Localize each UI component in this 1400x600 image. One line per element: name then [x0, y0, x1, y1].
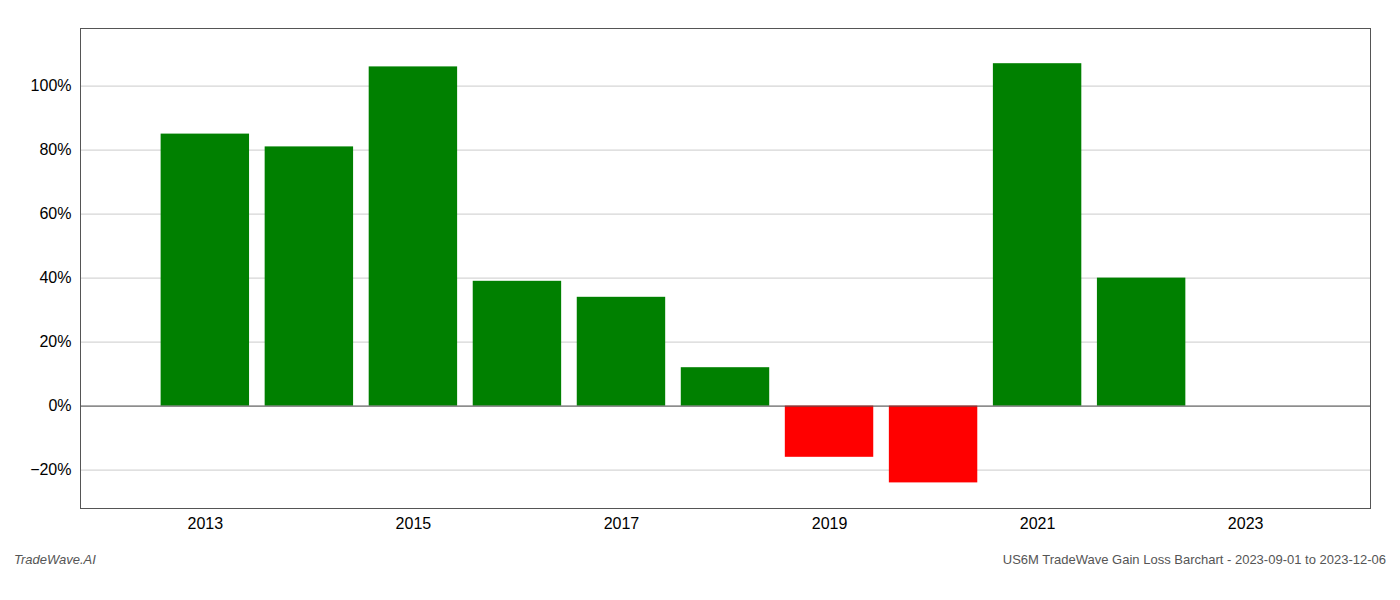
- svg-text:2023: 2023: [1228, 515, 1264, 532]
- svg-text:60%: 60%: [39, 205, 71, 222]
- html-text:US6M TradeWave Gain Loss Barch: US6M TradeWave Gain Loss Barchart - 2023…: [1002, 552, 1386, 567]
- svg-text:2015: 2015: [396, 515, 432, 532]
- svg-text:−20%: −20%: [30, 461, 71, 478]
- svg-text:20%: 20%: [39, 333, 71, 350]
- svg-text:2013: 2013: [188, 515, 224, 532]
- svg-text:40%: 40%: [39, 269, 71, 286]
- svg-text:100%: 100%: [31, 77, 72, 94]
- svg-text:2019: 2019: [812, 515, 848, 532]
- svg-text:2017: 2017: [604, 515, 640, 532]
- html-text:TradeWave.AI: TradeWave.AI: [14, 552, 96, 567]
- svg-text:0%: 0%: [48, 397, 71, 414]
- svg-text:80%: 80%: [39, 141, 71, 158]
- svg-text:2021: 2021: [1020, 515, 1056, 532]
